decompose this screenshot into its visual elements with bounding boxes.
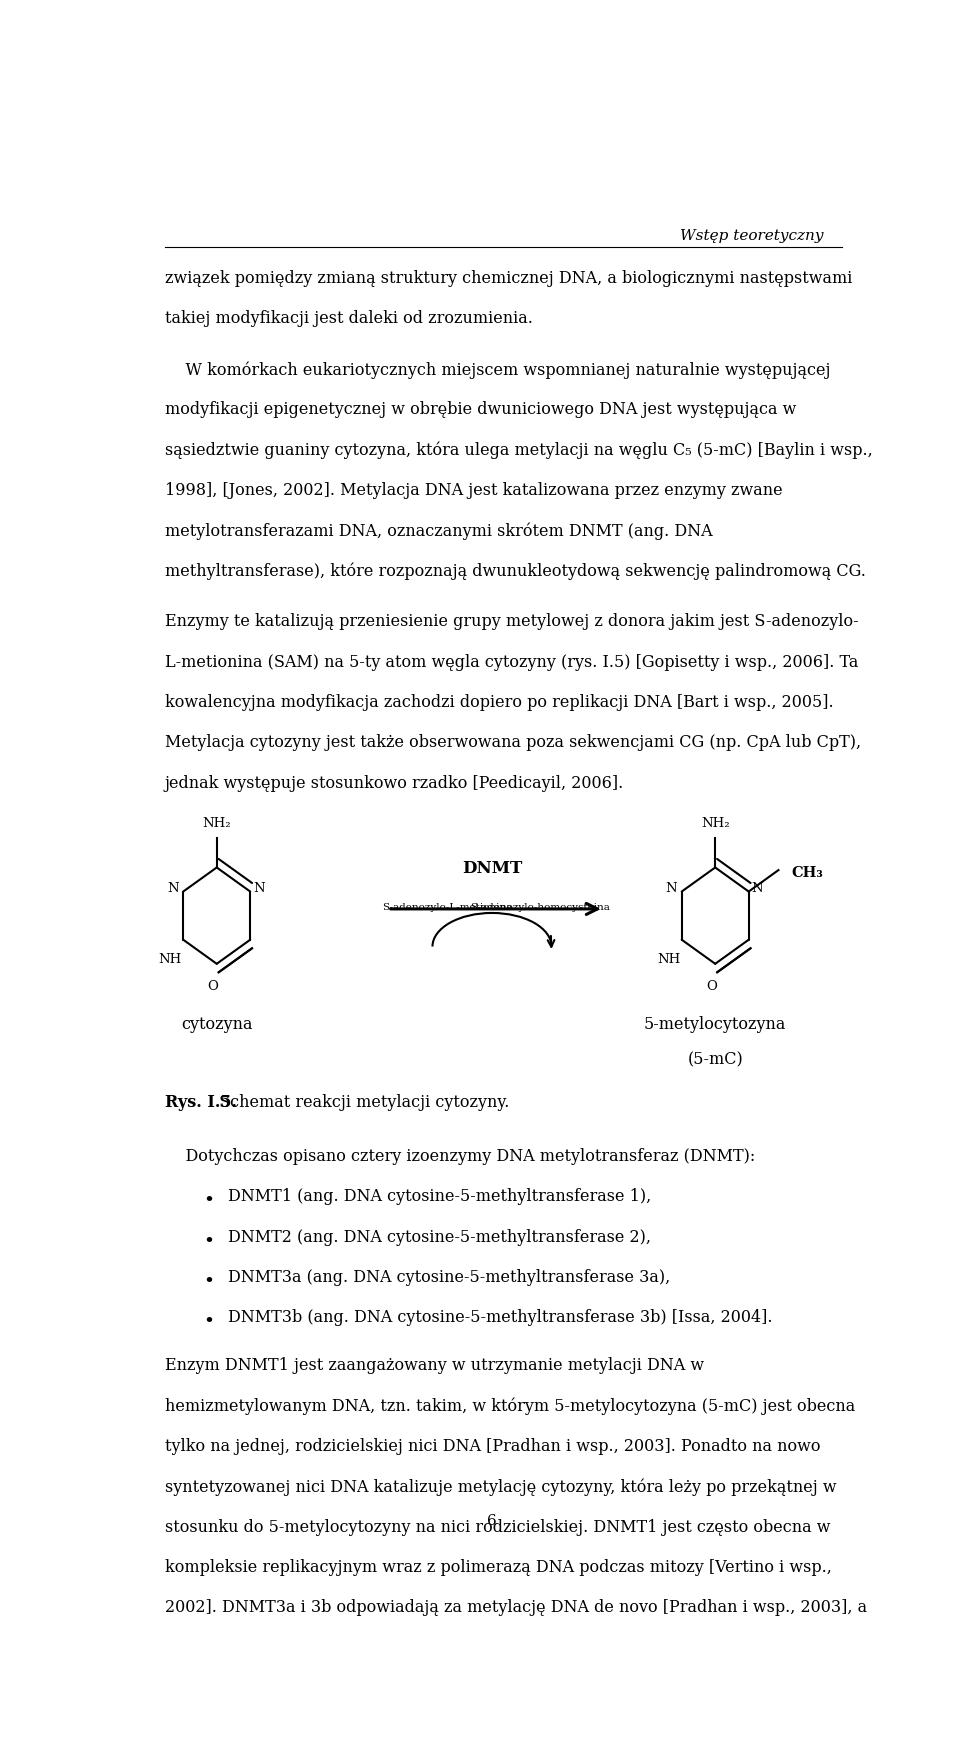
Text: syntetyzowanej nici DNA katalizuje metylację cytozyny, która leży po przekątnej : syntetyzowanej nici DNA katalizuje metyl… [165,1479,836,1496]
Text: metylotransferazami DNA, oznaczanymi skrótem DNMT (ang. DNA: metylotransferazami DNA, oznaczanymi skr… [165,521,712,539]
Text: N: N [253,882,265,895]
Text: Dotychczas opisano cztery izoenzymy DNA metylotransferaz (DNMT):: Dotychczas opisano cztery izoenzymy DNA … [165,1148,755,1165]
Text: Enzym DNMT1 jest zaangażowany w utrzymanie metylacji DNA w: Enzym DNMT1 jest zaangażowany w utrzyman… [165,1357,704,1374]
Text: DNMT2 (ang. DNA cytosine-5-methyltransferase 2),: DNMT2 (ang. DNA cytosine-5-methyltransfe… [228,1228,651,1245]
Text: Metylacja cytozyny jest także obserwowana poza sekwencjami CG (np. CpA lub CpT),: Metylacja cytozyny jest także obserwowan… [165,734,861,752]
Text: sąsiedztwie guaniny cytozyna, która ulega metylacji na węglu C₅ (5-mC) [Baylin i: sąsiedztwie guaniny cytozyna, która uleg… [165,441,873,459]
Text: S-adenozylo-L-metionina: S-adenozylo-L-metionina [382,903,513,912]
Text: Wstęp teoretyczny: Wstęp teoretyczny [680,230,823,244]
Text: DNMT: DNMT [462,860,522,877]
Text: (5-mC): (5-mC) [687,1052,743,1069]
Text: N: N [665,882,677,895]
Text: L-metionina (SAM) na 5-ty atom węgla cytozyny (rys. I.5) [Gopisetty i wsp., 2006: L-metionina (SAM) na 5-ty atom węgla cyt… [165,654,858,671]
Text: tylko na jednej, rodzicielskiej nici DNA [Pradhan i wsp., 2003]. Ponadto na nowo: tylko na jednej, rodzicielskiej nici DNA… [165,1439,820,1454]
Text: CH₃: CH₃ [792,865,824,879]
Text: takiej modyfikacji jest daleki od zrozumienia.: takiej modyfikacji jest daleki od zrozum… [165,310,533,326]
Text: •: • [204,1273,215,1291]
Text: W komórkach eukariotycznych miejscem wspomnianej naturalnie występującej: W komórkach eukariotycznych miejscem wsp… [165,361,830,378]
Text: 5-metylocytozyna: 5-metylocytozyna [644,1017,786,1034]
Text: N: N [752,882,763,895]
Text: •: • [204,1233,215,1250]
Text: modyfikacji epigenetycznej w obrębie dwuniciowego DNA jest występująca w: modyfikacji epigenetycznej w obrębie dwu… [165,401,796,419]
Text: NH: NH [158,954,181,966]
Text: kompleksie replikacyjnym wraz z polimerazą DNA podczas mitozy [Vertino i wsp.,: kompleksie replikacyjnym wraz z polimera… [165,1559,831,1577]
Text: hemizmetylowanym DNA, tzn. takim, w którym 5-metylocytozyna (5-mC) jest obecna: hemizmetylowanym DNA, tzn. takim, w któr… [165,1397,855,1414]
Text: 6: 6 [487,1514,497,1528]
Text: DNMT3a (ang. DNA cytosine-5-methyltransferase 3a),: DNMT3a (ang. DNA cytosine-5-methyltransf… [228,1270,670,1285]
Text: Enzymy te katalizują przeniesienie grupy metylowej z donora jakim jest S-adenozy: Enzymy te katalizują przeniesienie grupy… [165,614,858,631]
Text: methyltransferase), które rozpoznają dwunukleotydową sekwencję palindromową CG.: methyltransferase), które rozpoznają dwu… [165,563,866,581]
Text: jednak występuje stosunkowo rzadko [Peedicayil, 2006].: jednak występuje stosunkowo rzadko [Peed… [165,774,624,792]
Text: kowalencyjna modyfikacja zachodzi dopiero po replikacji DNA [Bart i wsp., 2005].: kowalencyjna modyfikacja zachodzi dopier… [165,694,833,712]
Text: związek pomiędzy zmianą struktury chemicznej DNA, a biologicznymi następstwami: związek pomiędzy zmianą struktury chemic… [165,270,852,286]
Text: 1998], [Jones, 2002]. Metylacja DNA jest katalizowana przez enzymy zwane: 1998], [Jones, 2002]. Metylacja DNA jest… [165,481,782,499]
Text: 2002]. DNMT3a i 3b odpowiadają za metylację DNA de novo [Pradhan i wsp., 2003], : 2002]. DNMT3a i 3b odpowiadają za metyla… [165,1599,867,1617]
Text: Schemat reakcji metylacji cytozyny.: Schemat reakcji metylacji cytozyny. [214,1093,510,1111]
Text: •: • [204,1313,215,1331]
Text: cytozyna: cytozyna [181,1017,252,1034]
Text: N: N [167,882,179,895]
Text: NH₂: NH₂ [701,816,730,830]
Text: DNMT3b (ang. DNA cytosine-5-methyltransferase 3b) [Issa, 2004].: DNMT3b (ang. DNA cytosine-5-methyltransf… [228,1310,773,1325]
Text: NH₂: NH₂ [203,816,231,830]
Text: stosunku do 5-metylocytozyny na nici rodzicielskiej. DNMT1 jest często obecna w: stosunku do 5-metylocytozyny na nici rod… [165,1519,830,1535]
Text: O: O [706,980,717,992]
Text: Rys. I.5.: Rys. I.5. [165,1093,236,1111]
Text: S-adenozylo-homocysteina: S-adenozylo-homocysteina [470,903,611,912]
Text: NH: NH [657,954,681,966]
Text: O: O [207,980,219,992]
Text: DNMT1 (ang. DNA cytosine-5-methyltransferase 1),: DNMT1 (ang. DNA cytosine-5-methyltransfe… [228,1188,651,1205]
Text: •: • [204,1193,215,1210]
